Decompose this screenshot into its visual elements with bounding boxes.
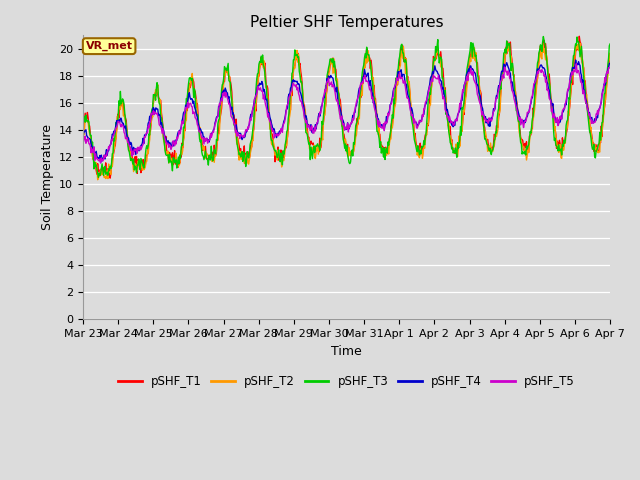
pSHF_T1 bbox=[427, 86, 435, 92]
Text: VR_met: VR_met bbox=[86, 41, 132, 51]
pSHF_T2 bbox=[89, 155, 97, 160]
pSHF_T5 bbox=[89, 149, 97, 155]
Y-axis label: Soil Temperature: Soil Temperature bbox=[40, 124, 54, 230]
pSHF_T5 bbox=[225, 101, 233, 107]
pSHF_T3 bbox=[89, 139, 97, 145]
Line: pSHF_T1: pSHF_T1 bbox=[83, 36, 610, 178]
pSHF_T4 bbox=[572, 57, 579, 63]
pSHF_T4 bbox=[225, 94, 233, 99]
pSHF_T3 bbox=[197, 137, 205, 143]
pSHF_T5 bbox=[606, 65, 614, 71]
pSHF_T1 bbox=[89, 153, 97, 159]
Line: pSHF_T4: pSHF_T4 bbox=[83, 60, 610, 163]
pSHF_T1 bbox=[575, 34, 583, 39]
pSHF_T2 bbox=[606, 50, 614, 56]
pSHF_T3 bbox=[95, 175, 102, 180]
Line: pSHF_T2: pSHF_T2 bbox=[83, 43, 610, 180]
pSHF_T5 bbox=[412, 120, 419, 125]
pSHF_T5 bbox=[97, 160, 104, 166]
pSHF_T1 bbox=[143, 152, 151, 157]
pSHF_T4 bbox=[143, 125, 151, 131]
pSHF_T3 bbox=[540, 34, 547, 39]
pSHF_T1 bbox=[606, 51, 614, 57]
pSHF_T3 bbox=[427, 91, 435, 97]
pSHF_T1 bbox=[106, 175, 114, 181]
pSHF_T4 bbox=[412, 119, 419, 125]
pSHF_T2 bbox=[197, 142, 205, 148]
pSHF_T1 bbox=[225, 76, 233, 82]
pSHF_T2 bbox=[539, 40, 547, 46]
Title: Peltier SHF Temperatures: Peltier SHF Temperatures bbox=[250, 15, 444, 30]
pSHF_T3 bbox=[143, 146, 151, 152]
pSHF_T2 bbox=[143, 147, 151, 153]
pSHF_T5 bbox=[79, 139, 87, 145]
pSHF_T1 bbox=[79, 125, 87, 131]
pSHF_T4 bbox=[427, 75, 435, 81]
pSHF_T5 bbox=[573, 60, 580, 66]
pSHF_T5 bbox=[143, 130, 151, 136]
pSHF_T4 bbox=[97, 160, 104, 166]
pSHF_T2 bbox=[427, 102, 435, 108]
pSHF_T2 bbox=[412, 135, 419, 141]
Legend: pSHF_T1, pSHF_T2, pSHF_T3, pSHF_T4, pSHF_T5: pSHF_T1, pSHF_T2, pSHF_T3, pSHF_T4, pSHF… bbox=[113, 371, 580, 393]
pSHF_T4 bbox=[197, 127, 205, 133]
pSHF_T1 bbox=[197, 134, 205, 140]
pSHF_T3 bbox=[412, 140, 419, 145]
pSHF_T2 bbox=[94, 177, 102, 182]
pSHF_T3 bbox=[606, 41, 614, 47]
pSHF_T5 bbox=[197, 132, 205, 138]
X-axis label: Time: Time bbox=[331, 345, 362, 358]
pSHF_T2 bbox=[225, 73, 233, 79]
Line: pSHF_T5: pSHF_T5 bbox=[83, 63, 610, 163]
Line: pSHF_T3: pSHF_T3 bbox=[83, 36, 610, 178]
pSHF_T3 bbox=[225, 78, 233, 84]
pSHF_T4 bbox=[606, 60, 614, 66]
pSHF_T4 bbox=[89, 144, 97, 150]
pSHF_T3 bbox=[79, 120, 87, 125]
pSHF_T4 bbox=[79, 133, 87, 139]
pSHF_T5 bbox=[427, 82, 435, 88]
pSHF_T1 bbox=[412, 131, 419, 136]
pSHF_T2 bbox=[79, 129, 87, 134]
